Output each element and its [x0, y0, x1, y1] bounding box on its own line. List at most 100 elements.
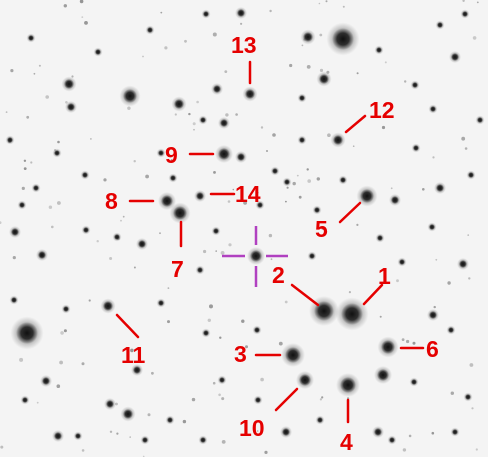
star [314, 207, 320, 213]
faint-star [167, 287, 170, 289]
faint-star [286, 186, 289, 189]
star [250, 250, 262, 262]
faint-star [348, 291, 351, 294]
star [309, 253, 315, 259]
star [319, 74, 329, 84]
faint-star [471, 407, 474, 410]
pointer-11 [115, 313, 140, 339]
label-13: 13 [231, 32, 257, 58]
faint-star [45, 95, 49, 99]
star [299, 95, 305, 101]
star [123, 89, 137, 103]
faint-star [209, 304, 213, 309]
faint-star [219, 336, 222, 339]
star [103, 301, 113, 311]
star [303, 32, 313, 42]
faint-star [321, 396, 324, 399]
faint-star [266, 150, 268, 152]
star [377, 369, 389, 381]
faint-star [164, 46, 168, 50]
faint-star [203, 249, 207, 254]
star [299, 374, 311, 386]
faint-star [319, 398, 322, 401]
faint-star [435, 258, 438, 261]
faint-star [408, 434, 412, 438]
faint-star [63, 4, 67, 8]
faint-star [96, 240, 99, 243]
faint-star [342, 5, 345, 8]
faint-star [269, 9, 272, 13]
star [376, 47, 382, 53]
faint-star [142, 55, 144, 58]
star [158, 150, 164, 156]
star [257, 202, 263, 208]
star [284, 179, 290, 185]
star [412, 82, 418, 88]
faint-star [422, 188, 425, 191]
star [67, 103, 75, 111]
star [374, 428, 382, 436]
target-crosshair [222, 226, 288, 287]
star [63, 306, 69, 312]
faint-star [145, 174, 150, 179]
star [200, 117, 206, 123]
faint-star [0, 221, 2, 224]
faint-star [260, 126, 264, 129]
faint-star [356, 223, 359, 226]
faint-star [221, 440, 226, 444]
faint-star [57, 140, 60, 144]
star [213, 85, 221, 93]
faint-star [379, 315, 382, 318]
label-12: 12 [369, 97, 395, 123]
star [411, 379, 417, 385]
faint-star [384, 61, 387, 64]
star [218, 148, 230, 160]
faint-star [227, 200, 231, 203]
faint-star [71, 75, 74, 78]
star [203, 11, 209, 17]
pointer-1 [362, 283, 384, 306]
faint-star [133, 160, 136, 163]
faint-star [241, 319, 245, 323]
faint-star [316, 177, 320, 181]
faint-star [56, 384, 61, 389]
star [429, 311, 437, 319]
star [11, 228, 19, 236]
faint-star [307, 179, 312, 183]
faint-star [81, 362, 85, 366]
faint-star [5, 111, 8, 113]
star [83, 227, 89, 233]
star [430, 106, 436, 112]
faint-star [129, 436, 131, 438]
faint-star [59, 360, 63, 365]
star [200, 437, 206, 443]
label-7: 7 [171, 256, 184, 282]
star [340, 177, 346, 183]
faint-star [356, 72, 359, 75]
star [391, 196, 399, 204]
faint-star [462, 0, 465, 2]
label-3: 3 [234, 341, 247, 367]
faint-star [0, 445, 4, 449]
label-9: 9 [165, 142, 178, 168]
faint-star [218, 393, 221, 397]
faint-star [475, 448, 478, 451]
label-11: 11 [121, 342, 146, 368]
faint-star [192, 122, 196, 126]
star [174, 99, 184, 109]
faint-star [160, 11, 163, 14]
star [237, 9, 245, 17]
faint-star [327, 133, 331, 137]
star [75, 433, 81, 439]
star [54, 150, 60, 156]
star [106, 400, 114, 408]
pointer-12 [344, 114, 367, 134]
star [42, 377, 50, 385]
faint-star [221, 397, 225, 401]
faint-star [120, 219, 122, 222]
faint-star [79, 0, 84, 4]
star [203, 330, 209, 336]
faint-star [272, 133, 276, 137]
star [22, 397, 28, 403]
